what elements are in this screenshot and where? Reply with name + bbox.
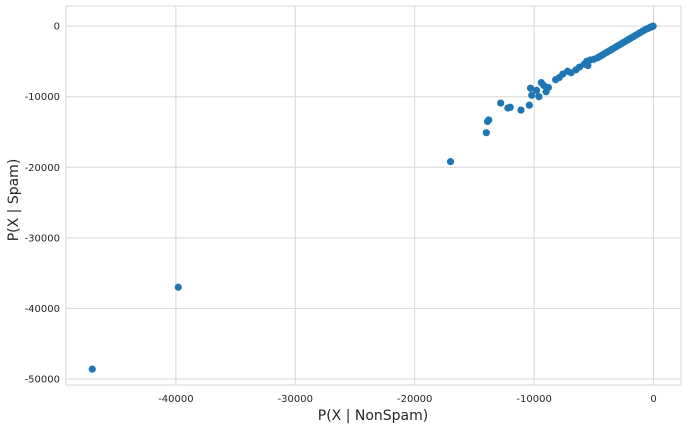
scatter-point (532, 86, 541, 94)
y-tick-label: -30000 (25, 233, 60, 244)
scatter-point (526, 84, 535, 92)
plot-frame (65, 5, 682, 386)
y-tick-label: -40000 (25, 304, 60, 315)
scatter-point (174, 283, 182, 291)
x-axis-label: P(X | NonSpam) (318, 408, 428, 424)
y-tick-label: -10000 (25, 92, 60, 103)
scatter-point (482, 129, 490, 137)
scatter-point (446, 158, 455, 166)
x-tick-label: -30000 (278, 394, 313, 405)
y-tick-label: -20000 (25, 163, 60, 174)
scatter-point (525, 101, 533, 109)
scatter-point (544, 83, 553, 92)
scatter-point (497, 99, 505, 107)
grid (66, 6, 681, 385)
scatter-point (517, 106, 525, 114)
y-tick-labels: 0 -10000 -20000 -30000 -40000 -50000 (25, 22, 60, 386)
scatter-point (528, 91, 536, 99)
scatter-point (506, 103, 514, 111)
x-tick-label: 0 (650, 394, 656, 405)
x-tick-label: -20000 (397, 394, 432, 405)
y-axis-label: P(X | Spam) (6, 159, 22, 242)
x-tick-label: -40000 (158, 394, 193, 405)
plot-area-border (65, 5, 682, 386)
scatter-point (485, 116, 493, 124)
y-tick-label: -50000 (25, 375, 60, 386)
scatter-point (649, 22, 657, 30)
scatter-point (88, 365, 96, 373)
x-tick-label: -10000 (516, 394, 551, 405)
x-tick-labels: -40000 -30000 -20000 -10000 0 (158, 394, 657, 405)
y-tick-label: 0 (54, 22, 60, 33)
data-points (88, 22, 657, 373)
scatter-point (535, 93, 543, 101)
scatter-point (584, 62, 592, 70)
